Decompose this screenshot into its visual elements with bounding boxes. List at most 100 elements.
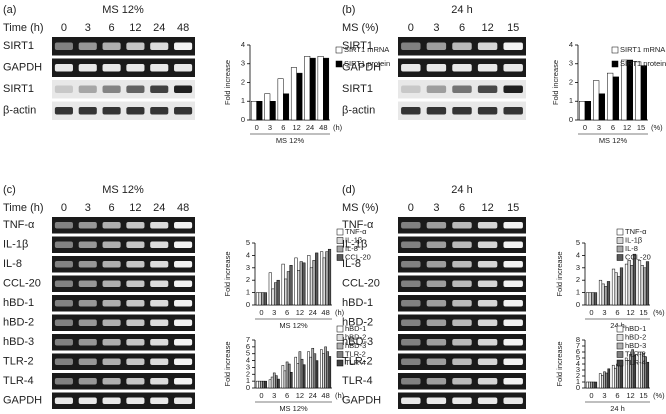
legend-swatch	[335, 46, 343, 54]
lane-label: 3	[433, 22, 439, 34]
bar	[302, 364, 306, 389]
bar	[640, 265, 644, 306]
gel-band	[102, 107, 121, 115]
gel-band	[174, 377, 193, 385]
bar	[264, 93, 271, 121]
bar	[579, 101, 586, 121]
row-label: GAPDH	[3, 395, 42, 407]
gel-band	[150, 397, 169, 405]
bar	[294, 257, 298, 306]
gel-band	[126, 42, 145, 50]
gel-band	[452, 107, 472, 115]
gel-band	[126, 280, 145, 288]
lane-label: 6	[109, 22, 115, 34]
lane-label: 3	[433, 202, 439, 214]
gel-band	[78, 319, 97, 327]
bar	[300, 358, 304, 389]
gel-band	[174, 241, 193, 249]
gel-band	[102, 280, 121, 288]
bar	[312, 260, 316, 306]
gel-strip	[52, 101, 195, 120]
y-tick-label: 7	[246, 335, 250, 344]
row-label: GAPDH	[342, 395, 381, 407]
lane-label: 12	[129, 22, 141, 34]
gel-strip	[52, 314, 195, 331]
row-label: β-actin	[3, 105, 36, 117]
bar	[588, 381, 591, 389]
legend-swatch	[616, 237, 624, 244]
y-tick-label: 3	[576, 263, 580, 272]
row-label: hBD-2	[3, 317, 34, 329]
lane-label: 15	[507, 22, 519, 34]
gel-band	[78, 299, 97, 307]
bar	[287, 363, 291, 389]
gel-band	[426, 107, 447, 115]
gel-band	[401, 64, 421, 72]
bar	[588, 292, 592, 306]
legend-label: hBD-3	[345, 341, 366, 350]
lane-label: 0	[61, 202, 67, 214]
bar	[268, 379, 272, 389]
y-tick-label: 4	[246, 250, 250, 259]
gel-band	[174, 338, 193, 346]
legend-label: TNF-α	[625, 227, 647, 236]
gel-band	[477, 338, 498, 346]
gel-band	[174, 260, 193, 268]
row-label: TLR-4	[3, 375, 34, 387]
bar	[598, 373, 602, 389]
x-tick-label: 0	[589, 391, 593, 400]
y-tick-label: 0	[241, 115, 245, 124]
row-label: IL-8	[342, 258, 361, 270]
bar	[643, 267, 647, 306]
row-label: TNF-α	[342, 219, 374, 231]
gel-strip	[52, 58, 195, 77]
legend-swatch	[336, 351, 344, 358]
bar	[633, 354, 637, 389]
legend-label: hBD-1	[345, 324, 366, 333]
x-tick-label: 0	[259, 308, 263, 317]
gel-band	[54, 358, 73, 366]
gel-band	[78, 107, 97, 115]
gel-band	[174, 397, 193, 405]
gel-band	[503, 241, 523, 249]
gel-band	[126, 107, 145, 115]
bar	[327, 248, 332, 306]
gel-band	[150, 85, 169, 93]
bar	[324, 346, 327, 389]
gel-band	[54, 107, 73, 115]
bar	[611, 364, 615, 389]
gel-band	[174, 221, 193, 229]
gel-band	[477, 107, 498, 115]
lane-label: 15	[507, 202, 519, 214]
x-tick-label: 12	[292, 123, 300, 132]
x-tick-label: 48	[321, 308, 329, 317]
x-tick-label: 6	[285, 391, 289, 400]
row-label: SIRT1	[342, 83, 373, 95]
y-tick-label: 0	[246, 300, 250, 309]
bar	[281, 365, 285, 389]
gel-band	[401, 241, 421, 249]
bar	[307, 255, 311, 306]
legend-label: IL-1β	[625, 235, 643, 244]
legend-label: hBD-3	[625, 341, 646, 350]
bar	[299, 261, 303, 306]
gel-band	[54, 299, 73, 307]
x-tick-label: 0	[583, 123, 587, 132]
x-tick-label: 3	[272, 391, 276, 400]
gel-band	[426, 319, 447, 327]
lane-label: 3	[85, 22, 91, 34]
bar	[277, 378, 280, 389]
bar	[286, 271, 290, 306]
row-label: hBD-1	[342, 297, 373, 309]
gel-band	[452, 64, 472, 72]
x-tick-label: 15	[639, 308, 647, 317]
x-unit: (h)	[335, 391, 345, 400]
lane-label: 0	[408, 22, 414, 34]
bar	[302, 262, 306, 306]
x-tick-label: 24	[309, 391, 317, 400]
gel-band	[401, 377, 421, 385]
gel-title: 24 h	[451, 184, 472, 196]
bar	[614, 367, 617, 389]
y-tick-label: 2	[246, 275, 250, 284]
gel-band	[503, 42, 523, 50]
